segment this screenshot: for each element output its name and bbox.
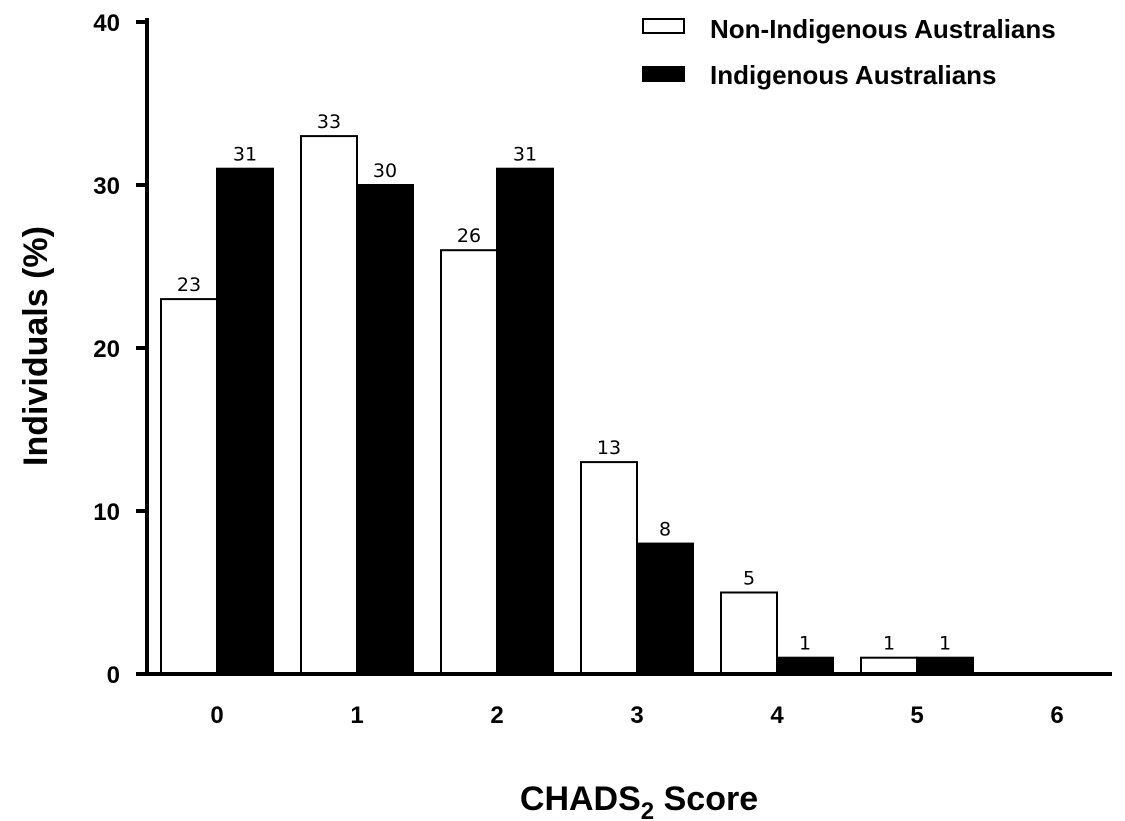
bar-non-indigenous-australians-0 (160, 298, 218, 675)
x-axis-title-subscript: 2 (641, 798, 654, 821)
bar-indigenous-australians-0 (216, 167, 274, 675)
data-label-non-indigenous-australians-0: 23 (177, 274, 201, 296)
bar-indigenous-australians-1 (356, 184, 414, 675)
data-label-non-indigenous-australians-5: 1 (883, 633, 895, 655)
x-tick-label-4: 4 (770, 702, 784, 729)
legend-swatch-non-indigenous (642, 18, 685, 34)
y-tick-label-0: 0 (107, 662, 120, 689)
bar-indigenous-australians-4 (776, 656, 834, 676)
y-tick-label-10: 10 (93, 499, 120, 526)
x-ticks-group: 0 1 2 3 4 5 6 (210, 702, 1063, 729)
x-tick-label-0: 0 (210, 702, 223, 729)
bar-indigenous-australians-2 (496, 167, 554, 675)
bar-non-indigenous-australians-2 (440, 249, 498, 675)
y-tick-label-40: 40 (93, 10, 120, 37)
data-label-non-indigenous-australians-2: 26 (457, 225, 481, 247)
y-ticks-group: 0 10 20 30 40 (93, 10, 147, 689)
bars-group (160, 135, 974, 676)
x-axis-title: CHADS2 Score (520, 780, 758, 821)
x-tick-label-5: 5 (910, 702, 923, 729)
bar-non-indigenous-australians-5 (860, 656, 918, 676)
data-label-indigenous-australians-2: 31 (513, 144, 537, 166)
data-label-indigenous-australians-1: 30 (373, 160, 397, 182)
x-axis-title-suffix: Score (654, 780, 758, 818)
legend-swatch-indigenous (642, 66, 685, 82)
data-label-indigenous-australians-0: 31 (233, 144, 257, 166)
data-label-indigenous-australians-3: 8 (659, 519, 671, 541)
bar-non-indigenous-australians-1 (300, 135, 358, 676)
data-label-indigenous-australians-5: 1 (939, 633, 951, 655)
bar-indigenous-australians-5 (916, 656, 974, 676)
data-label-non-indigenous-australians-1: 33 (317, 111, 341, 133)
y-tick-label-20: 20 (93, 336, 120, 363)
x-tick-label-6: 6 (1050, 702, 1063, 729)
data-label-non-indigenous-australians-4: 5 (743, 568, 755, 590)
x-tick-label-2: 2 (490, 702, 503, 729)
bar-non-indigenous-australians-3 (580, 461, 638, 675)
legend-label-indigenous: Indigenous Australians (710, 60, 997, 90)
x-axis-title-main: CHADS (520, 780, 641, 818)
bar-indigenous-australians-3 (636, 542, 694, 675)
data-label-non-indigenous-australians-3: 13 (597, 437, 621, 459)
data-labels-group: 23 33 26 13 5 1 31 30 31 8 1 1 (177, 111, 951, 655)
legend-label-non-indigenous: Non-Indigenous Australians (710, 14, 1056, 44)
bar-non-indigenous-australians-4 (720, 591, 778, 675)
y-axis-title: Individuals (%) (17, 226, 55, 466)
data-label-indigenous-australians-4: 1 (799, 633, 811, 655)
x-tick-label-1: 1 (350, 702, 363, 729)
x-tick-label-3: 3 (630, 702, 643, 729)
legend: Non-Indigenous Australians Indigenous Au… (642, 14, 1056, 90)
y-tick-label-30: 30 (93, 173, 120, 200)
